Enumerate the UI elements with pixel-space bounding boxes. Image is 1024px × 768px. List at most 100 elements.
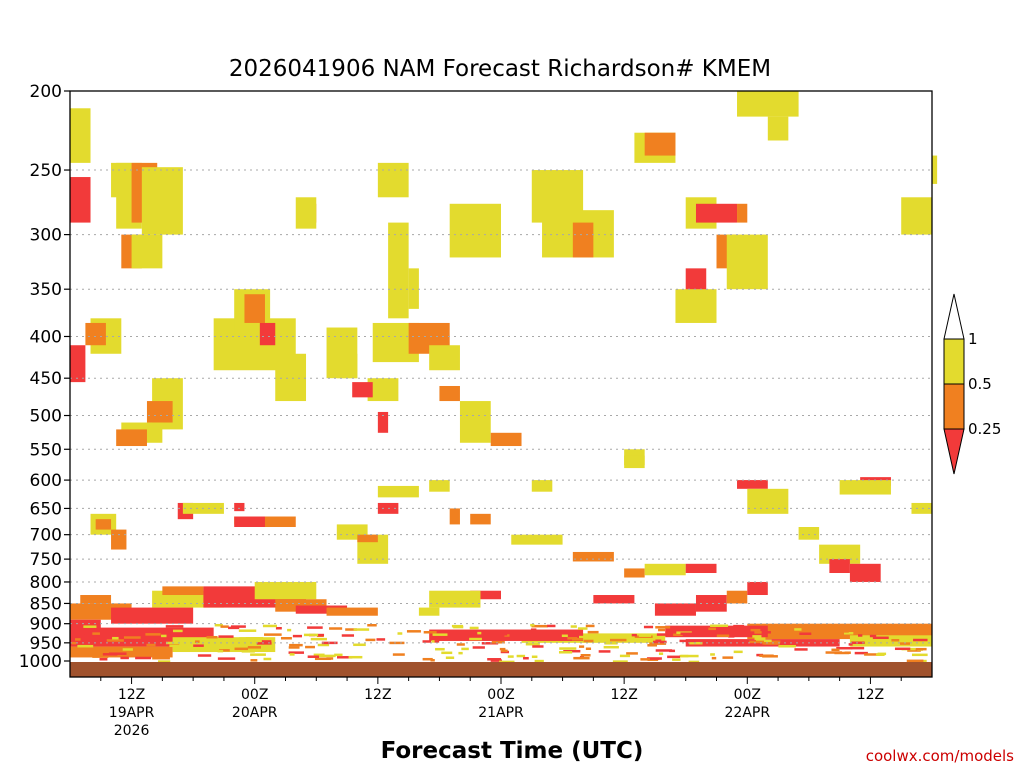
speckle-cell	[780, 641, 794, 645]
field-cell-82	[654, 603, 696, 616]
speckle-cell	[490, 659, 502, 662]
speckle-cell	[561, 634, 568, 638]
speckle-cell	[913, 638, 928, 642]
speckle-cell	[146, 643, 156, 647]
speckle-cell	[214, 623, 223, 627]
speckle-cell	[239, 637, 249, 640]
speckle-cell	[219, 649, 230, 652]
speckle-cell	[491, 641, 505, 644]
speckle-cell	[245, 637, 264, 640]
speckle-cell	[631, 633, 637, 637]
speckle-cell	[585, 647, 592, 650]
speckle-cell	[799, 632, 812, 635]
speckle-cell	[911, 624, 921, 628]
color-legend: 1 0.5 0.25	[943, 293, 1001, 475]
speckle-cell	[197, 654, 212, 657]
speckle-cell	[287, 628, 292, 632]
speckle-cell	[879, 627, 893, 631]
speckle-cell	[169, 644, 182, 648]
speckle-cell	[579, 645, 585, 648]
speckle-cell	[728, 635, 735, 638]
speckle-cell	[708, 627, 716, 631]
speckle-cell	[434, 640, 440, 643]
x-tick-label-12z: 12Z	[118, 687, 145, 703]
speckle-cell	[764, 642, 780, 645]
speckle-cell	[477, 631, 482, 635]
x-tick-label-21apr: 21APR	[478, 705, 524, 721]
speckle-cell	[275, 626, 282, 630]
x-tick-label-2026: 2026	[114, 723, 150, 739]
speckle-cell	[353, 643, 366, 647]
speckle-cell	[423, 631, 437, 634]
speckle-cell	[858, 634, 863, 637]
legend-label-1: 1	[968, 330, 978, 348]
speckle-cell	[848, 643, 853, 646]
speckle-cell	[672, 658, 681, 661]
speckle-cell	[329, 627, 343, 630]
speckle-cell	[531, 624, 548, 628]
speckle-cell	[710, 653, 715, 656]
x-tick-label-12z: 12Z	[610, 687, 637, 703]
x-tick-label-00z: 00Z	[241, 687, 268, 703]
speckle-cell	[397, 632, 403, 635]
speckle-cell	[872, 636, 889, 640]
speckle-cell	[915, 647, 927, 651]
field-cell-17	[111, 529, 127, 550]
speckle-cell	[441, 651, 453, 655]
speckle-cell	[688, 660, 700, 664]
richardson-field	[70, 91, 938, 664]
x-tick-label-12z: 12Z	[364, 687, 391, 703]
field-cell-2	[70, 345, 86, 383]
speckle-cell	[754, 631, 762, 634]
speckle-cell	[729, 632, 735, 635]
speckle-cell	[307, 626, 323, 629]
field-cell-58	[737, 91, 799, 117]
speckle-cell	[337, 656, 353, 659]
x-tick-label-00z: 00Z	[487, 687, 514, 703]
speckle-cell	[106, 639, 124, 642]
speckle-cell	[673, 633, 683, 637]
legend-swatch-above-1	[943, 293, 965, 340]
speckle-cell	[831, 630, 849, 633]
field-cell-61	[901, 197, 932, 235]
speckle-cell	[487, 658, 502, 661]
x-tick-label-12z: 12Z	[857, 687, 884, 703]
field-cell-88	[357, 534, 378, 543]
speckle-cell	[844, 632, 854, 635]
speckle-cell	[854, 651, 868, 655]
speckle-cell	[754, 637, 766, 640]
speckle-cell	[99, 658, 108, 661]
y-tick-label-750: 750	[30, 550, 62, 570]
speckle-cell	[288, 651, 305, 654]
speckle-cell	[540, 632, 556, 636]
speckle-cell	[108, 652, 127, 655]
field-cell-72	[511, 534, 563, 545]
speckle-cell	[165, 641, 176, 645]
legend-swatch-0.5-1	[943, 338, 965, 385]
speckle-cell	[161, 634, 167, 638]
watermark: coolwx.com/models	[866, 747, 1014, 765]
field-cell-97	[162, 586, 204, 596]
speckle-cell	[92, 655, 109, 658]
speckle-cell	[532, 645, 544, 648]
speckle-cell	[120, 656, 129, 660]
speckle-cell	[922, 659, 927, 663]
speckle-cell	[911, 653, 928, 657]
speckle-cell	[647, 644, 658, 647]
speckle-cell	[897, 628, 913, 632]
field-cell-71	[911, 502, 932, 514]
speckle-cell	[883, 632, 895, 635]
speckle-cell	[451, 624, 464, 628]
y-tick-label-800: 800	[30, 573, 62, 593]
field-cell-30	[295, 197, 317, 229]
speckle-cell	[326, 657, 334, 660]
speckle-cell	[289, 643, 303, 647]
speckle-cell	[241, 650, 255, 653]
chart-title: 2026041906 NAM Forecast Richardson# KMEM	[229, 56, 771, 82]
speckle-cell	[649, 642, 667, 645]
field-cell-40	[459, 401, 491, 443]
y-tick-label-600: 600	[30, 471, 62, 491]
speckle-cell	[733, 650, 743, 654]
speckle-cell	[851, 646, 865, 650]
speckle-cell	[655, 626, 671, 629]
